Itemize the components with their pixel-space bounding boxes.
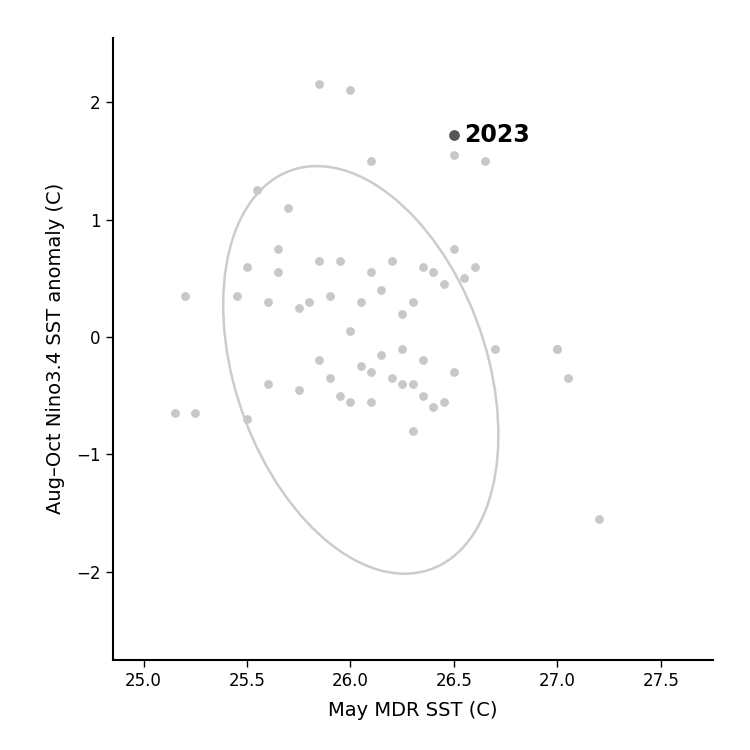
Point [344, 395, 356, 407]
Point [551, 343, 563, 355]
Point [231, 290, 243, 302]
Point [314, 355, 326, 367]
Point [344, 326, 356, 338]
Point [262, 378, 274, 390]
Point [417, 260, 429, 272]
Point [417, 355, 429, 367]
Point [458, 272, 470, 284]
Point [355, 296, 367, 307]
Point [551, 343, 563, 355]
Point [448, 129, 460, 141]
Point [272, 243, 284, 255]
Point [448, 149, 460, 161]
Point [262, 296, 274, 307]
Point [292, 384, 304, 396]
Point [386, 372, 398, 384]
Point [396, 378, 408, 390]
Point [396, 308, 408, 320]
Point [324, 372, 336, 384]
Point [334, 255, 346, 267]
Point [334, 390, 346, 402]
Point [437, 278, 449, 290]
Point [427, 266, 439, 278]
Y-axis label: Aug–Oct Nino3.4 SST anomaly (C): Aug–Oct Nino3.4 SST anomaly (C) [46, 183, 65, 514]
Point [169, 407, 181, 419]
Point [479, 154, 491, 166]
Point [448, 366, 460, 378]
Point [344, 84, 356, 96]
Point [489, 343, 501, 355]
Point [355, 360, 367, 372]
Point [427, 401, 439, 413]
Point [241, 413, 253, 425]
Point [365, 366, 377, 378]
Point [386, 255, 398, 267]
Point [272, 266, 284, 278]
Point [303, 296, 315, 307]
Point [365, 266, 377, 278]
Point [406, 425, 418, 437]
X-axis label: May MDR SST (C): May MDR SST (C) [328, 701, 497, 720]
Point [562, 372, 574, 384]
Point [324, 290, 336, 302]
Point [396, 343, 408, 355]
Point [251, 184, 263, 196]
Point [282, 202, 294, 214]
Point [376, 284, 388, 296]
Point [241, 260, 253, 272]
Point [292, 302, 304, 313]
Point [189, 407, 201, 419]
Point [469, 260, 481, 272]
Point [448, 243, 460, 255]
Point [592, 513, 604, 525]
Point [406, 296, 418, 307]
Point [365, 154, 377, 166]
Point [314, 79, 326, 91]
Point [406, 378, 418, 390]
Point [365, 395, 377, 407]
Text: 2023: 2023 [464, 123, 530, 147]
Point [314, 255, 326, 267]
Point [437, 395, 449, 407]
Point [179, 290, 191, 302]
Point [417, 390, 429, 402]
Point [376, 349, 388, 361]
